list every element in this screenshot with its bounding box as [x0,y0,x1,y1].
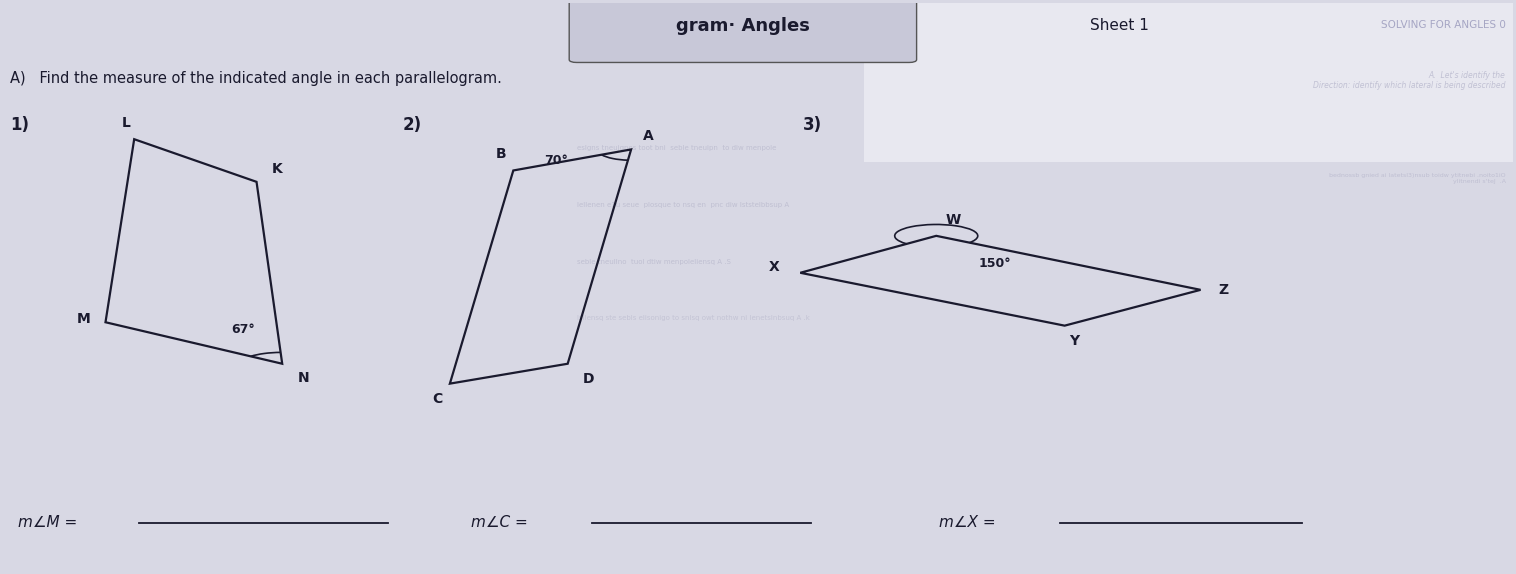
Text: N: N [297,371,309,385]
Text: SOLVING FOR ANGLES 0: SOLVING FOR ANGLES 0 [1381,20,1505,30]
Text: m∠M =: m∠M = [18,515,82,530]
Text: bednossb gnied ai latetsl3)nsub toidw ytitnebi .noito1iO
ylitnendi s'teJ  .A: bednossb gnied ai latetsl3)nsub toidw yt… [1330,173,1505,184]
Text: eslgns tneujgnos toot bni  seble tneuipn  to diw menpole: eslgns tneujgnos toot bni seble tneuipn … [576,145,776,151]
Text: X: X [769,260,779,274]
Text: 1): 1) [11,117,29,134]
Text: lsllensq ste sebls elisonigo to snlsq owt nothw ni lenetslnbsuq A .k: lsllensq ste sebls elisonigo to snlsq ow… [576,316,810,321]
Text: M: M [77,312,91,327]
Text: 150°: 150° [978,257,1011,270]
Text: Sheet 1: Sheet 1 [1090,18,1149,33]
Text: 70°: 70° [544,154,567,167]
FancyBboxPatch shape [568,0,917,63]
Text: 3): 3) [803,117,823,134]
Text: K: K [271,162,282,176]
Text: C: C [432,391,443,406]
Text: m∠C =: m∠C = [471,515,532,530]
Text: gram· Angles: gram· Angles [676,17,810,34]
Text: 2): 2) [403,117,421,134]
Text: m∠X =: m∠X = [940,515,1001,530]
Text: D: D [582,372,594,386]
Text: lellenen e1u seue  plosque to nsq en  pnc diw lststelbbsup A: lellenen e1u seue plosque to nsq en pnc … [576,201,788,208]
Text: A)   Find the measure of the indicated angle in each parallelogram.: A) Find the measure of the indicated ang… [11,71,502,86]
Text: L: L [123,116,130,130]
FancyBboxPatch shape [864,3,1513,162]
Text: seble tneullno  tuol dtiw menpoleliensq A .S: seble tneullno tuol dtiw menpoleliensq A… [576,258,731,265]
Text: B: B [496,148,506,161]
Text: W: W [946,214,961,227]
Text: A: A [643,129,653,142]
Text: Y: Y [1069,334,1079,348]
Text: A.  Let's identify the
Direction: identify which lateral is being described: A. Let's identify the Direction: identif… [1313,71,1505,90]
Text: 67°: 67° [230,323,255,336]
Text: Z: Z [1219,283,1229,297]
